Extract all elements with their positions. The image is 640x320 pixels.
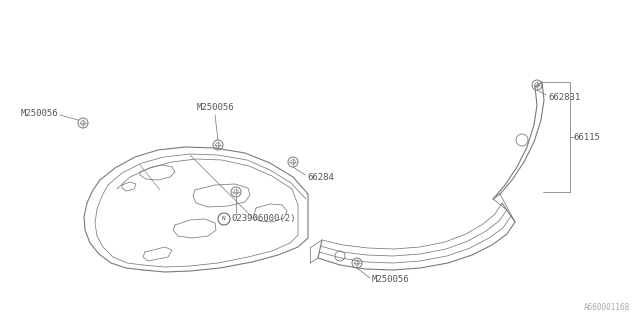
Text: A660001168: A660001168: [584, 303, 630, 312]
Text: M250056: M250056: [196, 103, 234, 112]
Text: M250056: M250056: [20, 108, 58, 117]
Text: 662831: 662831: [548, 92, 580, 101]
Text: 66284: 66284: [307, 172, 334, 181]
Text: 023906000(2): 023906000(2): [231, 214, 296, 223]
Text: N: N: [222, 217, 226, 221]
Text: M250056: M250056: [372, 276, 410, 284]
Text: 66115: 66115: [573, 132, 600, 141]
